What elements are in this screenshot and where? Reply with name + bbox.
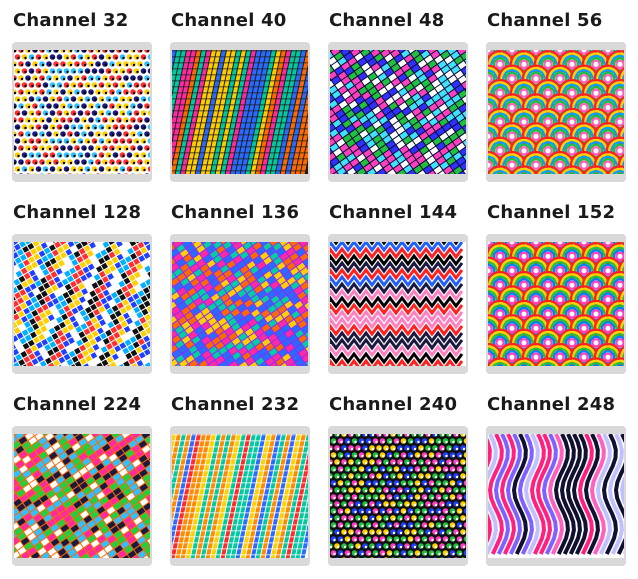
channel-card: Channel 32 [12, 0, 152, 182]
channel-visualization-image [172, 242, 308, 366]
channel-visualization-frame [486, 426, 626, 566]
channel-visualization-frame [170, 234, 310, 374]
channel-visualization-frame [328, 426, 468, 566]
channel-visualization-image [14, 242, 150, 366]
channel-visualization-image [330, 50, 466, 174]
channel-card: Channel 224 [12, 384, 152, 566]
channel-label: Channel 32 [13, 10, 129, 31]
channel-label: Channel 40 [171, 10, 287, 31]
channel-card: Channel 144 [328, 192, 468, 374]
channel-visualization-image [172, 50, 308, 174]
channel-label: Channel 128 [13, 202, 142, 223]
channel-label: Channel 224 [13, 394, 142, 415]
channel-card: Channel 136 [170, 192, 310, 374]
channel-visualization-frame [486, 42, 626, 182]
channel-card: Channel 248 [486, 384, 626, 566]
channel-card: Channel 232 [170, 384, 310, 566]
channel-card: Channel 152 [486, 192, 626, 374]
channel-label: Channel 232 [171, 394, 300, 415]
channel-label: Channel 48 [329, 10, 445, 31]
channel-visualization-image [14, 434, 150, 558]
channel-visualization-image [330, 242, 466, 366]
channel-label: Channel 152 [487, 202, 616, 223]
channel-label: Channel 240 [329, 394, 458, 415]
channel-visualization-image [330, 434, 466, 558]
channel-label: Channel 136 [171, 202, 300, 223]
channel-visualization-image [172, 434, 308, 558]
channel-card: Channel 240 [328, 384, 468, 566]
channel-label: Channel 56 [487, 10, 603, 31]
channel-visualization-image [488, 434, 624, 558]
channel-visualization-image [488, 242, 624, 366]
channel-visualization-frame [170, 426, 310, 566]
channel-visualization-frame [12, 426, 152, 566]
channel-visualization-frame [12, 42, 152, 182]
channel-label: Channel 144 [329, 202, 458, 223]
channel-visualization-frame [170, 42, 310, 182]
channel-visualization-image [488, 50, 624, 174]
channel-card: Channel 128 [12, 192, 152, 374]
channel-card: Channel 40 [170, 0, 310, 182]
channel-visualization-frame [328, 42, 468, 182]
channel-visualization-frame [486, 234, 626, 374]
channel-visualization-image [14, 50, 150, 174]
channel-card: Channel 48 [328, 0, 468, 182]
channel-label: Channel 248 [487, 394, 616, 415]
channel-visualization-frame [328, 234, 468, 374]
channel-visualization-frame [12, 234, 152, 374]
channel-card: Channel 56 [486, 0, 626, 182]
